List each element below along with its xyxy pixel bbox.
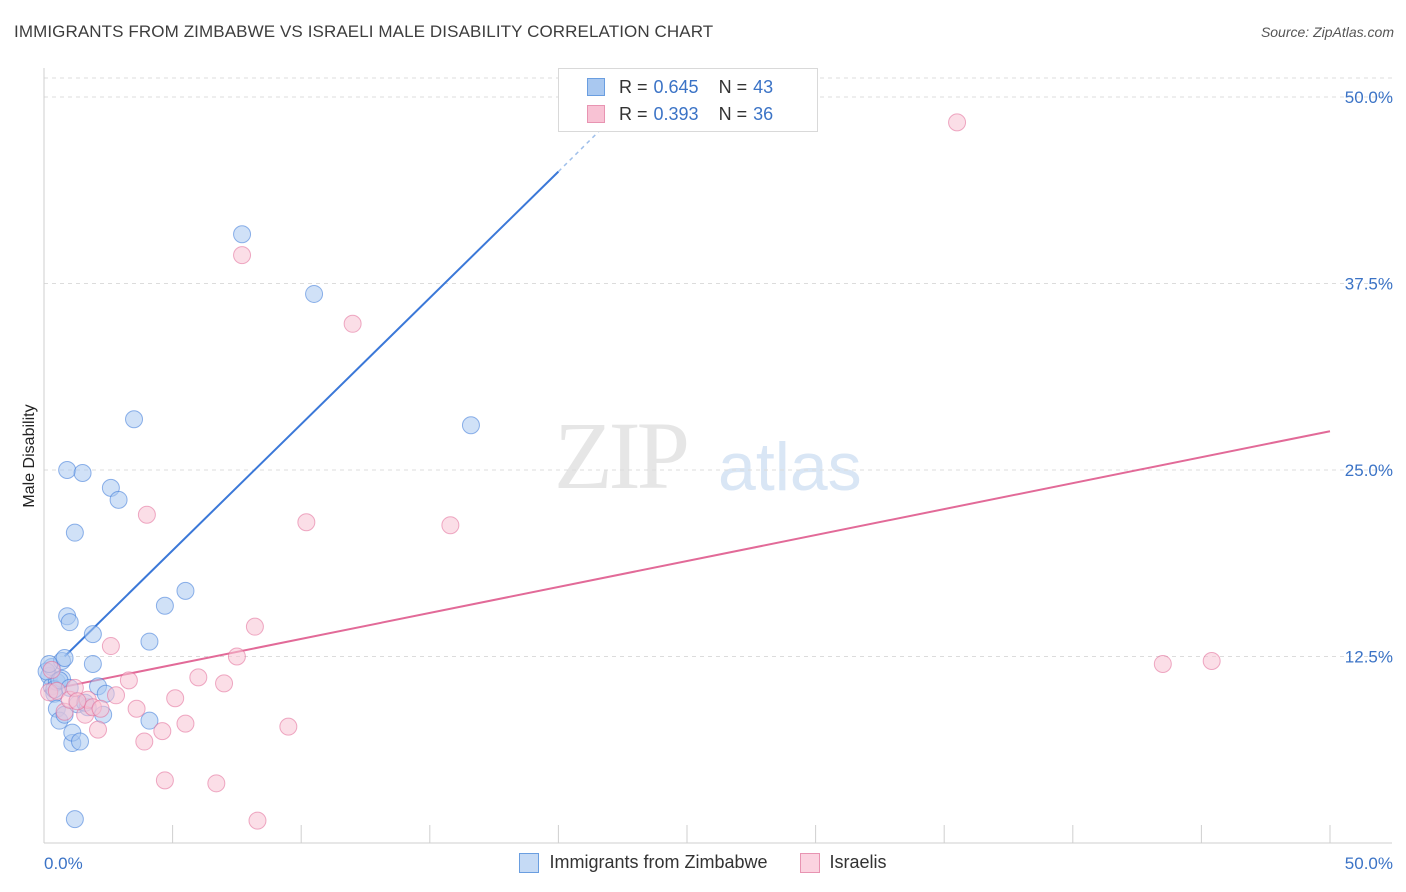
- point-israelis: [279, 717, 298, 736]
- point-israelis: [89, 720, 108, 739]
- point-israelis: [101, 637, 120, 656]
- point-israelis: [233, 246, 252, 265]
- x-tick-label: 50.0%: [1345, 854, 1393, 873]
- point-zimbabwe: [125, 410, 144, 429]
- point-israelis: [68, 692, 87, 711]
- point-zimbabwe: [55, 648, 74, 667]
- y-axis-title: Male Disability: [21, 404, 38, 507]
- point-zimbabwe: [58, 461, 77, 479]
- legend-label-israelis: Israelis: [829, 852, 887, 872]
- point-zimbabwe: [140, 711, 159, 730]
- watermark-zip: ZIP: [554, 402, 690, 509]
- y-tick-label: 37.5%: [1345, 275, 1393, 294]
- point-israelis: [47, 681, 66, 700]
- point-zimbabwe: [73, 463, 92, 482]
- point-israelis: [166, 689, 185, 708]
- legend-row-israelis: R = 0.393 N = 36: [559, 101, 773, 127]
- legend-item-zimbabwe[interactable]: Immigrants from Zimbabwe: [519, 852, 768, 873]
- source-label: Source: ZipAtlas.com: [1260, 24, 1394, 40]
- legend-row-zimbabwe: R = 0.645 N = 43: [559, 74, 773, 100]
- point-israelis: [153, 722, 172, 741]
- data-points: [37, 113, 1221, 830]
- legend-swatch-zimbabwe: [587, 78, 605, 96]
- point-zimbabwe: [65, 810, 84, 829]
- legend-swatch-zimbabwe: [519, 852, 540, 873]
- point-zimbabwe: [83, 654, 102, 673]
- legend-label-zimbabwe: Immigrants from Zimbabwe: [549, 852, 768, 872]
- point-zimbabwe: [233, 225, 252, 244]
- point-zimbabwe: [155, 596, 174, 615]
- point-israelis: [91, 699, 110, 718]
- point-israelis: [107, 686, 126, 705]
- legend-swatch-israelis: [587, 105, 605, 123]
- point-israelis: [137, 505, 156, 524]
- point-israelis: [215, 674, 234, 693]
- point-zimbabwe: [65, 523, 84, 542]
- trend-line-israelis: [43, 430, 1331, 692]
- legend-r-value: 0.645: [653, 76, 699, 97]
- point-israelis: [207, 774, 226, 793]
- point-israelis: [1202, 651, 1221, 670]
- point-israelis: [189, 668, 208, 687]
- point-israelis: [343, 314, 362, 333]
- legend-r-value: 0.393: [653, 103, 699, 124]
- trend-lines: [43, 81, 1331, 692]
- point-israelis: [176, 714, 195, 733]
- legend-item-israelis[interactable]: Israelis: [799, 852, 887, 873]
- point-israelis: [119, 671, 138, 690]
- legend-n-label: N =: [718, 76, 748, 97]
- y-tick-label: 50.0%: [1345, 88, 1393, 107]
- legend-n-value: 36: [753, 103, 774, 124]
- point-israelis: [127, 699, 146, 718]
- watermark-atlas: atlas: [718, 429, 862, 505]
- axis-labels: 12.5% 25.0% 37.5% 50.0% 0.0% 50.0% Male Disabi…: [21, 88, 1393, 873]
- point-israelis: [227, 647, 246, 666]
- legend-n-value: 43: [753, 76, 774, 97]
- point-israelis: [42, 660, 61, 679]
- point-israelis: [297, 513, 316, 532]
- stats-legend: R = 0.645 N = 43 R = 0.393 N = 36: [558, 68, 818, 132]
- axes: [43, 68, 1392, 844]
- legend-r-label: R =: [619, 76, 648, 97]
- point-israelis: [155, 771, 174, 790]
- point-zimbabwe: [461, 416, 480, 435]
- point-israelis: [948, 113, 967, 132]
- legend-swatch-israelis: [799, 852, 820, 873]
- point-zimbabwe: [83, 625, 102, 644]
- grid-lines: [44, 77, 1392, 657]
- chart-title: IMMIGRANTS FROM ZIMBABWE VS ISRAELI MALE…: [14, 22, 714, 41]
- y-tick-label: 12.5%: [1345, 648, 1393, 667]
- point-zimbabwe: [305, 284, 324, 303]
- y-tick-label: 25.0%: [1345, 461, 1393, 480]
- point-israelis: [135, 732, 154, 751]
- point-israelis: [441, 516, 460, 535]
- point-israelis: [245, 617, 264, 636]
- point-zimbabwe: [71, 732, 90, 751]
- point-zimbabwe: [60, 613, 79, 632]
- trend-line-zimbabwe: [63, 170, 560, 658]
- point-zimbabwe: [176, 581, 195, 600]
- point-israelis: [248, 811, 267, 830]
- legend-r-label: R =: [619, 103, 648, 124]
- point-zimbabwe: [140, 632, 159, 651]
- series-legend: Immigrants from Zimbabwe Israelis: [0, 852, 1406, 873]
- x-tick-label: 0.0%: [44, 854, 83, 873]
- point-israelis: [1153, 654, 1172, 673]
- legend-n-label: N =: [718, 103, 748, 124]
- point-zimbabwe: [109, 490, 128, 509]
